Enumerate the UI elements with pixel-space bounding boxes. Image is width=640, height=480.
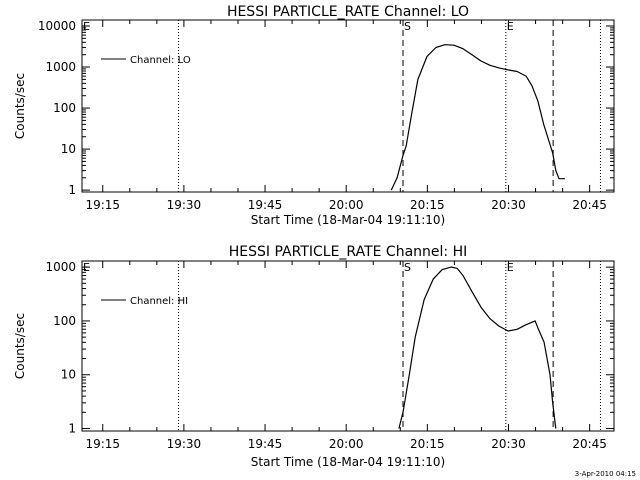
x-tick-label: 20:15	[410, 437, 445, 451]
x-tick-label: 19:30	[167, 437, 202, 451]
event-marker-label: S	[404, 20, 411, 33]
y-tick-label: 10	[61, 142, 76, 156]
plot-frame	[81, 260, 615, 432]
x-axis-label: Start Time (18-Mar-04 19:11:10)	[251, 213, 445, 227]
y-tick-label: 1000	[45, 260, 76, 274]
event-marker-label: E	[83, 20, 90, 33]
y-tick-label: 100	[53, 314, 76, 328]
x-tick-label: 19:45	[248, 437, 283, 451]
y-axis-label: Counts/sec	[13, 313, 27, 379]
x-tick-label: 19:30	[167, 198, 202, 212]
x-axis-label: Start Time (18-Mar-04 19:11:10)	[251, 455, 445, 469]
x-tick-label: 19:45	[248, 198, 283, 212]
x-tick-label: 19:15	[85, 198, 120, 212]
y-tick-label: 10000	[38, 19, 76, 33]
x-tick-label: 20:30	[491, 198, 526, 212]
x-tick-label: 20:00	[329, 198, 364, 212]
y-axis-label: Counts/sec	[13, 73, 27, 139]
chart-panel-lo: HESSI PARTICLE_RATE Channel: LO Counts/se…	[13, 4, 615, 227]
x-tick-label: 20:45	[572, 437, 607, 451]
x-tick-label: 20:30	[491, 437, 526, 451]
event-marker-label: S	[404, 261, 411, 274]
series-line-channel-lo	[390, 44, 565, 191]
event-marker-label: E	[507, 261, 514, 274]
event-marker-label: E	[83, 261, 90, 274]
event-marker-label: E	[507, 20, 514, 33]
generation-timestamp: 3-Apr-2010 04:15	[575, 470, 636, 478]
y-tick-label: 100	[53, 101, 76, 115]
chart-title: HESSI PARTICLE_RATE Channel: HI	[229, 244, 467, 260]
chart-title: HESSI PARTICLE_RATE Channel: LO	[227, 4, 469, 20]
x-tick-label: 20:45	[572, 198, 607, 212]
x-tick-label: 20:00	[329, 437, 364, 451]
x-tick-label: 19:15	[85, 437, 120, 451]
y-tick-label: 1	[68, 183, 76, 197]
y-tick-label: 1000	[45, 60, 76, 74]
series-line-channel-hi	[398, 266, 557, 429]
chart-panel-hi: HESSI PARTICLE_RATE Channel: HI Counts/se…	[13, 244, 615, 469]
y-tick-label: 1	[68, 422, 76, 436]
y-tick-label: 10	[61, 368, 76, 382]
legend-entry: Channel: LO	[130, 55, 191, 66]
x-tick-label: 20:15	[410, 198, 445, 212]
legend-entry: Channel: HI	[130, 296, 188, 307]
plot-frame	[81, 19, 615, 193]
